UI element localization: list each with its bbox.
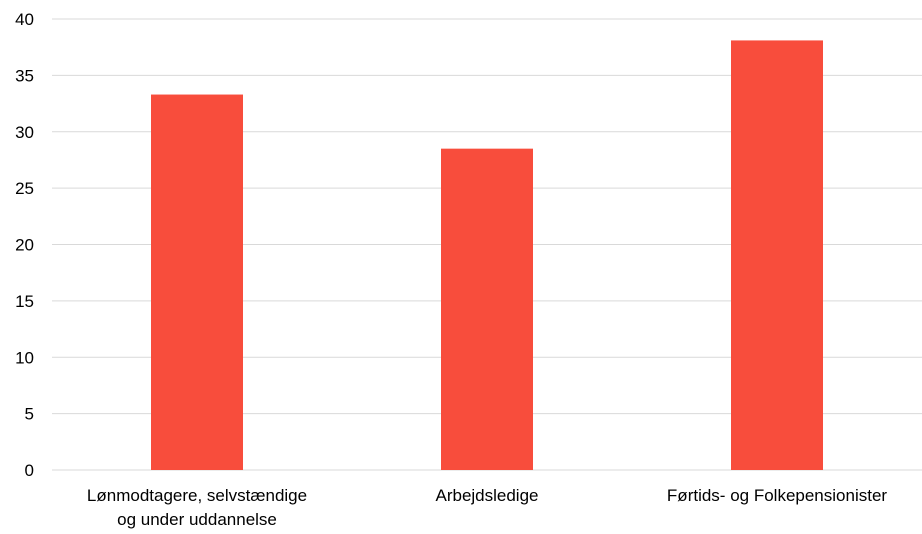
x-category-label-line: Lønmodtagere, selvstændige: [87, 486, 307, 505]
y-tick-label: 20: [15, 236, 34, 255]
x-axis-category-labels: Lønmodtagere, selvstændige og under uddan…: [87, 486, 887, 529]
y-tick-label: 40: [15, 10, 34, 29]
bar: [151, 94, 243, 470]
x-category-label: Førtids- og Folkepensionister: [667, 486, 887, 505]
y-tick-label: 25: [15, 179, 34, 198]
x-category-label: Lønmodtagere, selvstændige og under uddan…: [87, 486, 307, 529]
y-tick-label: 30: [15, 123, 34, 142]
x-category-label-line: Førtids- og Folkepensionister: [667, 486, 887, 505]
x-category-label-line: og under uddannelse: [117, 510, 277, 529]
x-category-label-line: Arbejdsledige: [435, 486, 538, 505]
y-tick-label: 0: [25, 461, 34, 480]
y-tick-label: 35: [15, 66, 34, 85]
x-category-label: Arbejdsledige: [435, 486, 538, 505]
y-tick-label: 15: [15, 292, 34, 311]
y-tick-label: 10: [15, 348, 34, 367]
y-tick-label: 5: [25, 405, 34, 424]
bar: [441, 148, 533, 470]
y-axis-tick-labels: 0 5 10 15 20 25 30 35 40: [15, 10, 34, 480]
bars: [151, 40, 823, 471]
bar: [731, 40, 823, 471]
